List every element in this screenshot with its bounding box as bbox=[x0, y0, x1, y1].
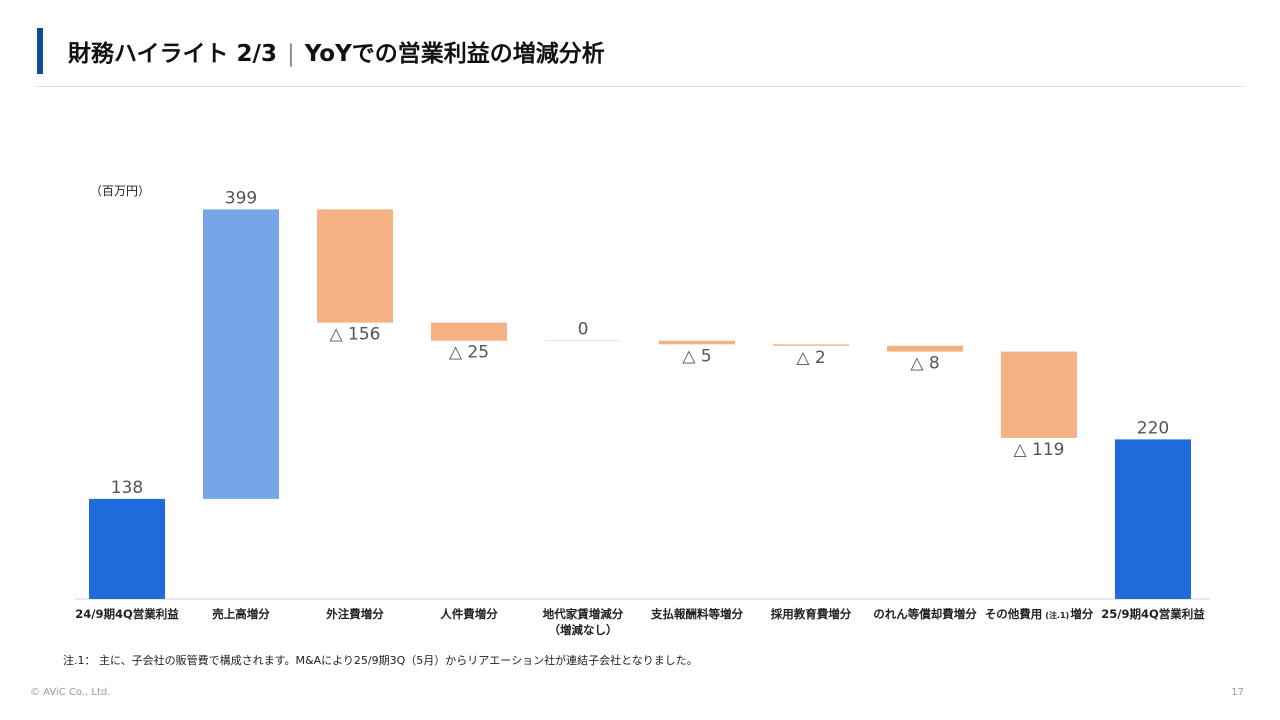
category-label: 支払報酬料等増分 bbox=[650, 607, 743, 621]
data-label: 0 bbox=[578, 320, 589, 340]
category-label: 人件費増分 bbox=[440, 607, 498, 621]
bar-decrease bbox=[659, 340, 735, 345]
bar-total bbox=[89, 498, 165, 599]
data-label: 399 bbox=[225, 188, 257, 208]
data-label: 220 bbox=[1137, 418, 1169, 438]
data-label: △ 8 bbox=[910, 354, 939, 374]
header-accent-bar bbox=[37, 28, 43, 74]
data-label: △ 2 bbox=[796, 348, 825, 368]
copyright: © AViC Co., Ltd. bbox=[30, 687, 111, 698]
category-label: のれん等償却費増分 bbox=[873, 607, 977, 621]
data-label: △ 119 bbox=[1014, 440, 1065, 460]
title-sub: YoYでの営業利益の増減分析 bbox=[304, 41, 605, 67]
title-main: 財務ハイライト 2/3 bbox=[68, 41, 277, 67]
page-number: 17 bbox=[1231, 687, 1244, 698]
bar-total bbox=[1115, 439, 1191, 599]
category-label: その他費用 (注.1)増分 bbox=[985, 607, 1094, 621]
unit-label: （百万円） bbox=[90, 184, 150, 198]
footnote: 注.1： 主に、子会社の販管費で構成されます。M&Aにより25/9期3Q（5月）… bbox=[63, 654, 698, 667]
data-label: 138 bbox=[111, 478, 143, 498]
data-label: △ 156 bbox=[330, 325, 381, 345]
bar-decrease bbox=[887, 345, 963, 352]
bar-increase bbox=[203, 209, 279, 499]
bar-decrease bbox=[1001, 351, 1077, 438]
category-label-line2: （増減なし） bbox=[549, 623, 618, 637]
bar-decrease bbox=[431, 322, 507, 341]
bar-decrease bbox=[773, 344, 849, 346]
title-separator: | bbox=[286, 41, 295, 67]
data-label: △ 25 bbox=[449, 343, 489, 363]
category-label: 24/9期4Q営業利益 bbox=[75, 607, 179, 621]
page-title: 財務ハイライト 2/3 | YoYでの営業利益の増減分析 bbox=[68, 34, 605, 68]
category-note: (注.1) bbox=[1045, 610, 1069, 620]
category-label: 売上高増分 bbox=[212, 607, 270, 621]
category-label: 外注費増分 bbox=[325, 607, 384, 621]
data-label: △ 5 bbox=[682, 346, 711, 366]
category-label: 25/9期4Q営業利益 bbox=[1101, 607, 1205, 621]
bar-decrease bbox=[317, 209, 393, 323]
category-label: 地代家賃増減分 bbox=[543, 607, 624, 621]
header-divider bbox=[37, 86, 1243, 87]
bar-decrease bbox=[545, 340, 621, 342]
category-label: 採用教育費増分 bbox=[771, 607, 852, 621]
